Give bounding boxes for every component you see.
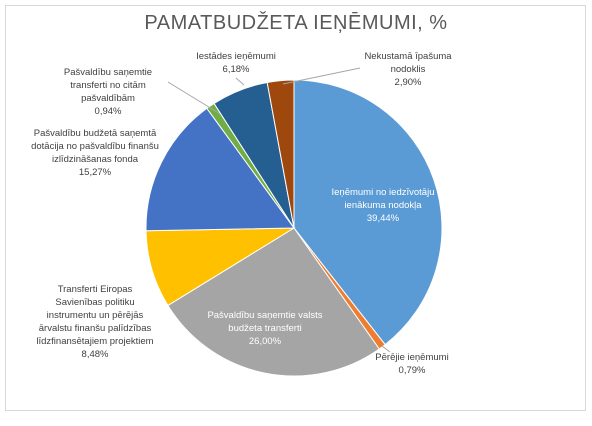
slice-label: Pašvaldību saņemtie transferti no citām … [53, 66, 163, 118]
slice-label: Nekustamā īpašuma nodoklis 2,90% [353, 50, 463, 89]
slice-label: Pērējie ieņēmumi 0,79% [367, 351, 457, 377]
leader-line [282, 67, 361, 85]
slice-label: Pašvaldību budžetā saņemtā dotācija no p… [30, 127, 160, 179]
category-label: Pašvaldību saņemtie transferti no citām … [63, 67, 153, 104]
slice-label: Ieņēmumi no iedzīvotāju ienākuma nodokļa… [328, 186, 438, 225]
value-label: 39,44% [366, 213, 400, 224]
chart-title: PAMATBUDŽETA IEŅĒMUMI, % [144, 12, 448, 34]
leader-line [167, 81, 231, 121]
category-label: Pašvaldību saņemtie valsts budžeta trans… [207, 310, 323, 334]
category-label: Nekustamā īpašuma nodoklis [364, 51, 452, 75]
chart-border [5, 5, 586, 411]
value-label: 26,00% [248, 336, 282, 347]
leader-line [235, 77, 245, 86]
category-label: Transferti Eiropas Savienības politiku i… [36, 284, 154, 347]
slice-label: Pašvaldību saņemtie valsts budžeta trans… [205, 309, 325, 348]
pie-slice [266, 79, 295, 229]
value-label: 6,18% [222, 64, 250, 75]
value-label: 15,27% [78, 167, 112, 178]
category-label: Iestādes ieņēmumi [196, 51, 276, 62]
pie-slice [167, 227, 380, 377]
pie-slice [145, 107, 295, 232]
value-label: 0,79% [398, 365, 426, 376]
slice-label: Transferti Eiropas Savienības politiku i… [35, 283, 155, 361]
slice-label: Iestādes ieņēmumi 6,18% [191, 50, 281, 76]
leader-line [381, 345, 391, 353]
category-label: Ieņēmumi no iedzīvotāju ienākuma nodokļa [331, 187, 435, 211]
value-label: 8,48% [81, 349, 109, 360]
category-label: Pērējie ieņēmumi [375, 352, 449, 363]
value-label: 0,94% [94, 106, 122, 117]
pie-slice [293, 79, 443, 346]
value-label: 2,90% [394, 77, 422, 88]
category-label: Pašvaldību budžetā saņemtā dotācija no p… [31, 128, 159, 165]
